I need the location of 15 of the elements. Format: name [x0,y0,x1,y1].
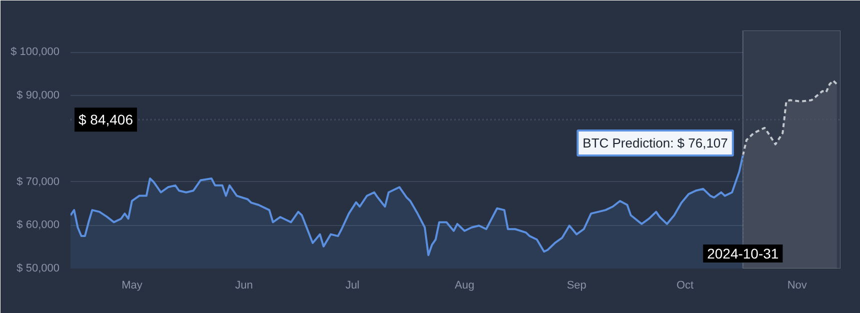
y-tick-label: $ 50,000 [16,262,60,274]
annotation: BTC Prediction: $ 76,107 [582,136,728,151]
x-tick-label: Jul [345,280,360,292]
x-tick-label: May [122,280,143,292]
x-tick-label: Nov [787,280,808,292]
ref-line-label: $ 84,406 [78,112,134,128]
y-tick-label: $ 70,000 [16,176,60,188]
x-tick-label: Oct [676,280,694,292]
y-tick-label: $ 60,000 [16,219,60,232]
x-tick-label: Jun [235,280,253,292]
y-tick-label: $ 100,000 [10,46,60,58]
x-tick-label: Aug [454,280,474,292]
x-tick-label: Sep [566,280,586,292]
y-tick-label: $ 90,000 [16,89,60,102]
ref-line-label: 2024-10-31 [707,246,779,262]
